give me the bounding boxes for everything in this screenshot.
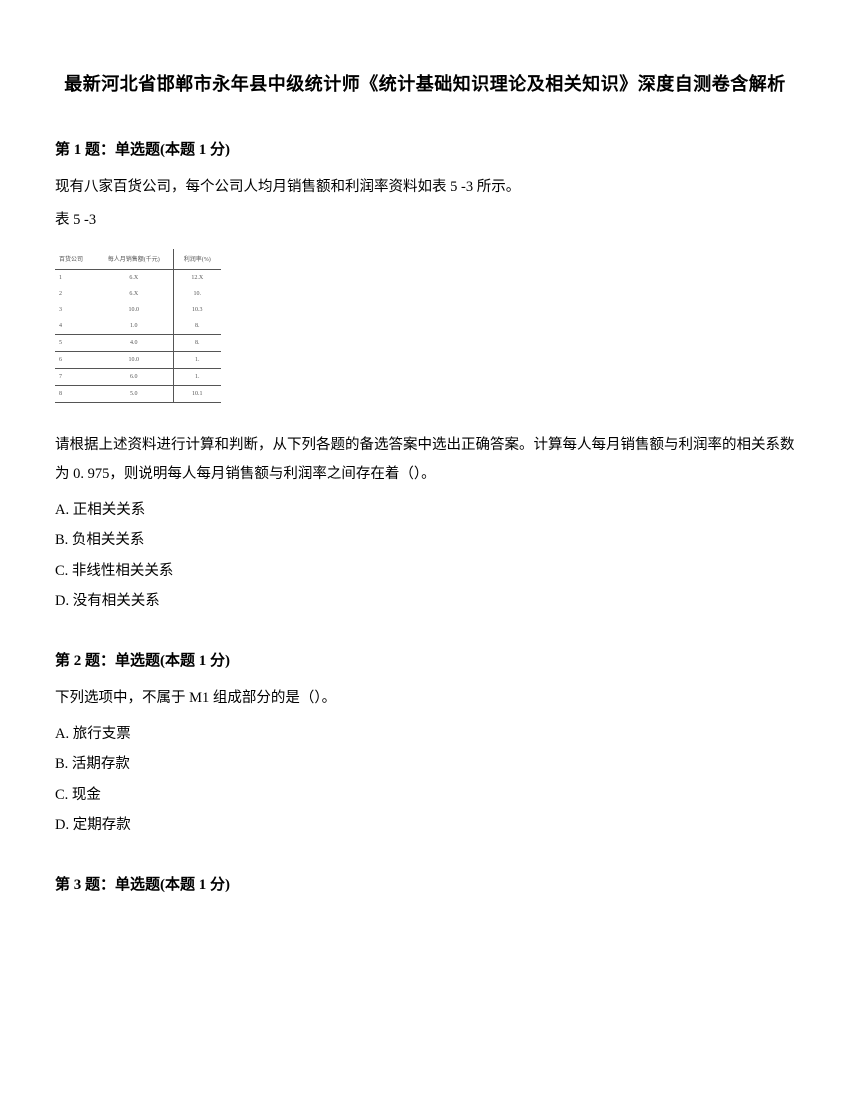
q1-option-d: D. 没有相关关系 bbox=[55, 586, 795, 616]
q1-option-c: C. 非线性相关关系 bbox=[55, 556, 795, 586]
th-profit: 利润率(%) bbox=[173, 249, 221, 270]
table-row: 1 6.X 12.X bbox=[55, 270, 221, 287]
table-row: 2 6.X 10. bbox=[55, 286, 221, 302]
q2-option-a: A. 旅行支票 bbox=[55, 719, 795, 749]
question-2: 第 2 题：单选题(本题 1 分) 下列选项中，不属于 M1 组成部分的是（）。… bbox=[55, 649, 795, 841]
q1-header: 第 1 题：单选题(本题 1 分) bbox=[55, 138, 795, 159]
table-row: 7 6.0 1. bbox=[55, 369, 221, 386]
q3-header: 第 3 题：单选题(本题 1 分) bbox=[55, 873, 795, 894]
table-row: 3 10.0 10.3 bbox=[55, 302, 221, 318]
page-title: 最新河北省邯郸市永年县中级统计师《统计基础知识理论及相关知识》深度自测卷含解析 bbox=[55, 70, 795, 96]
th-company: 百货公司 bbox=[55, 249, 95, 270]
q1-options: A. 正相关关系 B. 负相关关系 C. 非线性相关关系 D. 没有相关关系 bbox=[55, 495, 795, 617]
q2-option-b: B. 活期存款 bbox=[55, 749, 795, 779]
question-3: 第 3 题：单选题(本题 1 分) bbox=[55, 873, 795, 894]
question-1: 第 1 题：单选题(本题 1 分) 现有八家百货公司，每个公司人均月销售额和利润… bbox=[55, 138, 795, 617]
q2-stem: 下列选项中，不属于 M1 组成部分的是（）。 bbox=[55, 684, 795, 713]
q1-data-table: 百货公司 每人月销售额(千元) 利润率(%) 1 6.X 12.X 2 6.X … bbox=[55, 249, 221, 403]
table-row: 8 5.0 10.1 bbox=[55, 386, 221, 403]
q2-option-c: C. 现金 bbox=[55, 780, 795, 810]
q2-option-d: D. 定期存款 bbox=[55, 810, 795, 840]
q2-options: A. 旅行支票 B. 活期存款 C. 现金 D. 定期存款 bbox=[55, 719, 795, 841]
th-sales: 每人月销售额(千元) bbox=[95, 249, 173, 270]
q2-header: 第 2 题：单选题(本题 1 分) bbox=[55, 649, 795, 670]
q1-stem: 请根据上述资料进行计算和判断，从下列各题的备选答案中选出正确答案。计算每人每月销… bbox=[55, 431, 795, 489]
table-row: 6 10.0 1. bbox=[55, 352, 221, 369]
q1-option-b: B. 负相关关系 bbox=[55, 525, 795, 555]
q1-intro: 现有八家百货公司，每个公司人均月销售额和利润率资料如表 5 -3 所示。 bbox=[55, 173, 795, 202]
q1-table-caption: 表 5 -3 bbox=[55, 208, 795, 229]
table-row: 4 1.0 8. bbox=[55, 318, 221, 335]
table-row: 5 4.0 8. bbox=[55, 335, 221, 352]
q1-option-a: A. 正相关关系 bbox=[55, 495, 795, 525]
